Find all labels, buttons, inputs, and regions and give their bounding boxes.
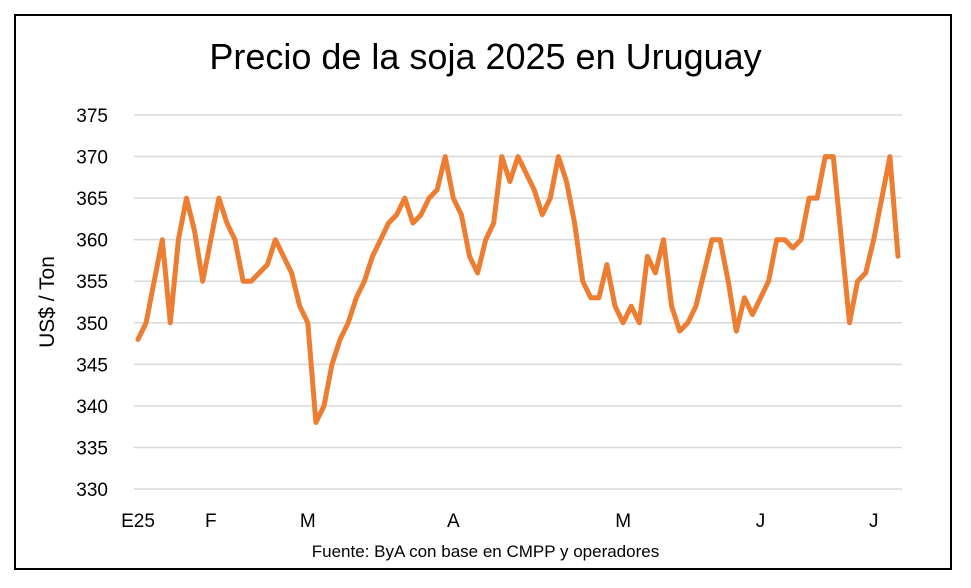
chart-title: Precio de la soja 2025 en Uruguay — [209, 36, 762, 77]
chart-frame — [14, 14, 952, 570]
y-tick-label: 360 — [76, 231, 108, 252]
y-tick-label: 335 — [76, 438, 108, 459]
y-tick-label: 355 — [76, 272, 108, 293]
y-tick-label: 345 — [76, 355, 108, 376]
y-tick-label: 330 — [76, 480, 108, 501]
x-tick-label: A — [447, 511, 460, 532]
x-tick-label: E25 — [121, 511, 155, 532]
x-tick-label: J — [756, 511, 766, 532]
y-tick-label: 350 — [76, 314, 108, 335]
y-tick-label: 340 — [76, 397, 108, 418]
y-tick-label: 365 — [76, 189, 108, 210]
gridlines — [134, 114, 902, 490]
x-tick-label: M — [615, 511, 631, 532]
y-axis-label: US$ / Ton — [36, 256, 59, 348]
source-note: Fuente: ByA con base en CMPP y operadore… — [311, 542, 660, 561]
y-tick-label: 375 — [76, 106, 108, 127]
y-tick-label: 370 — [76, 148, 108, 169]
x-tick-label: J — [869, 511, 879, 532]
x-tick-labels: E25 F M A M J J — [121, 511, 878, 532]
x-tick-label: F — [205, 511, 217, 532]
series-line — [135, 154, 901, 425]
y-tick-labels: 330 335 340 345 350 355 360 365 370 375 — [76, 106, 108, 501]
x-tick-label: M — [300, 511, 316, 532]
